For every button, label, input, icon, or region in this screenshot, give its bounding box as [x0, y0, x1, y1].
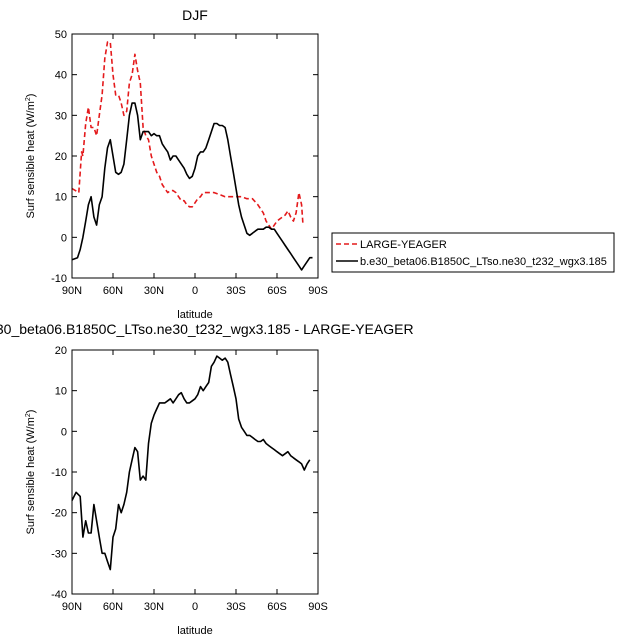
top-plot-frame	[71, 33, 319, 279]
bottom-x-axis-label: latitude	[177, 625, 212, 637]
legend: LARGE-YEAGER b.e30_beta06.B1850C_LTso.ne…	[331, 232, 615, 273]
bottom-x-tick-label: 60S	[267, 601, 287, 613]
legend-label-large-yeager: LARGE-YEAGER	[360, 239, 447, 251]
legend-label-model: b.e30_beta06.B1850C_LTso.ne30_t232_wgx3.…	[360, 256, 607, 268]
top-y-tick-label: 10	[55, 192, 67, 204]
bottom-x-tick-label: 90N	[62, 601, 82, 613]
bottom-y-axis-label: Surf sensible heat (W/m2)	[25, 410, 37, 535]
bottom-x-tick-label: 90S	[308, 601, 328, 613]
bottom-plot-frame	[71, 349, 319, 595]
bottom-y-tick-label: -40	[51, 589, 67, 601]
top-x-tick-label: 90N	[62, 285, 82, 297]
top-series-line-0	[71, 41, 304, 230]
top-y-tick-label: 0	[61, 232, 67, 244]
bottom-x-tick-label: 0	[192, 601, 198, 613]
top-y-tick-label: -10	[51, 273, 67, 285]
bottom-x-tick-label: 30S	[226, 601, 246, 613]
top-x-tick-label: 60N	[103, 285, 123, 297]
top-panel: DJF 90N 60N 30N 0 30S 60S 90S -10 0 10 20 30 40 50 la…	[25, 7, 615, 321]
top-x-tick-label: 30S	[226, 285, 246, 297]
top-series-line-1	[71, 102, 313, 271]
top-y-tick-label: 30	[55, 110, 67, 122]
bottom-x-tick-label: 30N	[144, 601, 164, 613]
top-panel-title: DJF	[182, 7, 208, 23]
bottom-y-tick-label: 10	[55, 386, 67, 398]
bottom-y-tick-label: -30	[51, 548, 67, 560]
bottom-panel: b.e30_beta06.B1850C_LTso.ne30_t232_wgx3.…	[0, 321, 414, 637]
top-x-tick-label: 30N	[144, 285, 164, 297]
bottom-series-line-0	[71, 355, 311, 571]
top-y-tick-label: 40	[55, 70, 67, 82]
top-x-tick-label: 60S	[267, 285, 287, 297]
top-x-axis-label: latitude	[177, 309, 212, 321]
bottom-y-tick-label: -10	[51, 467, 67, 479]
top-y-tick-label: 50	[55, 29, 67, 41]
bottom-x-tick-label: 60N	[103, 601, 123, 613]
bottom-y-tick-label: 20	[55, 345, 67, 357]
legend-box	[331, 232, 615, 273]
bottom-panel-title: b.e30_beta06.B1850C_LTso.ne30_t232_wgx3.…	[0, 321, 414, 337]
top-y-tick-label: 20	[55, 151, 67, 163]
top-x-tick-label: 0	[192, 285, 198, 297]
top-y-axis-label: Surf sensible heat (W/m2)	[25, 94, 37, 219]
bottom-y-tick-label: -20	[51, 508, 67, 520]
top-x-tick-label: 90S	[308, 285, 328, 297]
bottom-y-tick-label: 0	[61, 426, 67, 438]
